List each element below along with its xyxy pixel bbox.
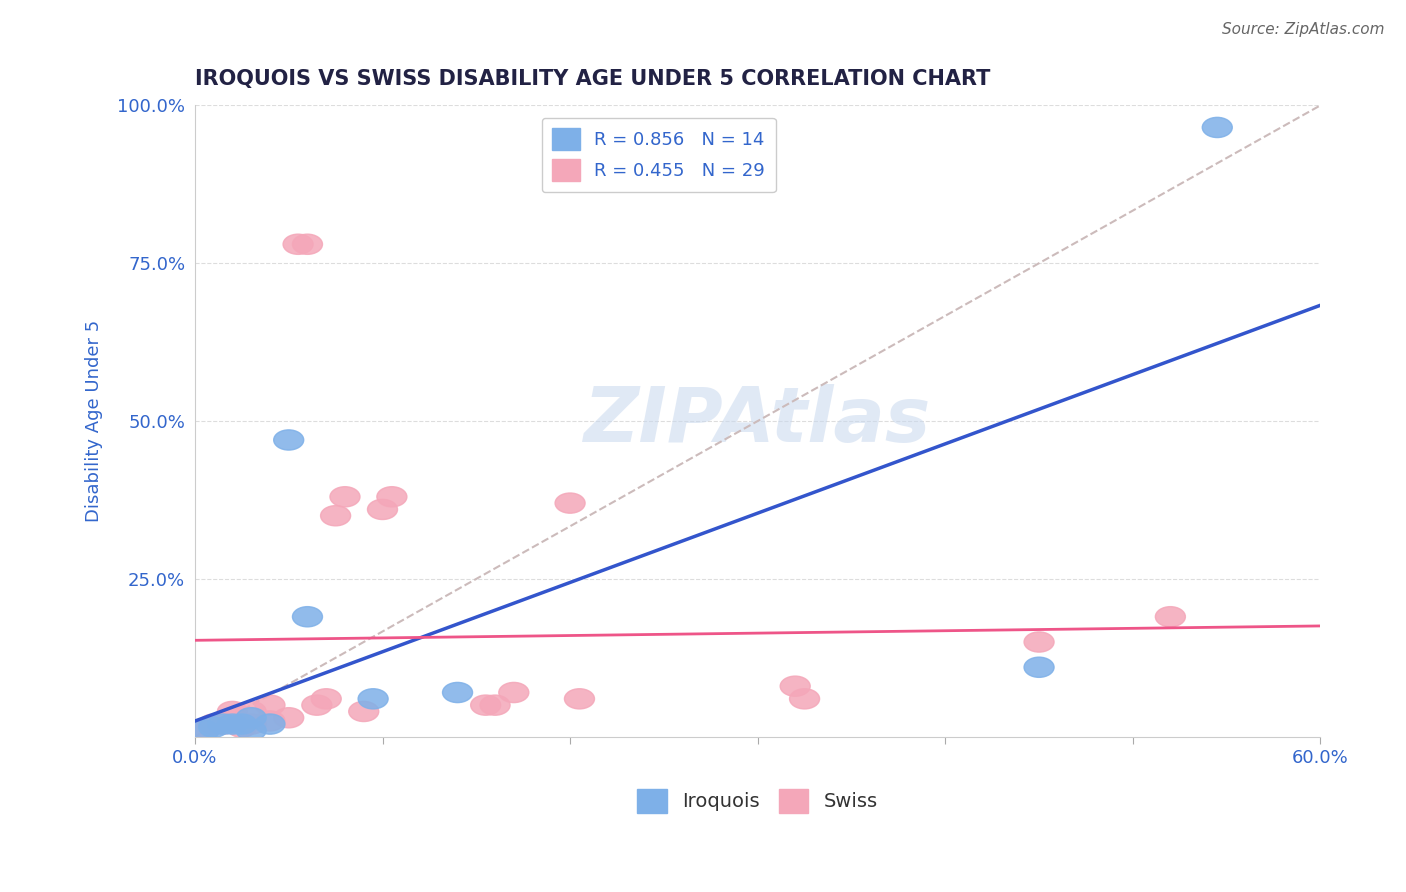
Ellipse shape bbox=[349, 701, 378, 722]
Ellipse shape bbox=[555, 493, 585, 513]
Ellipse shape bbox=[1024, 632, 1054, 652]
Ellipse shape bbox=[1156, 607, 1185, 627]
Ellipse shape bbox=[226, 714, 257, 734]
Ellipse shape bbox=[780, 676, 810, 697]
Ellipse shape bbox=[367, 500, 398, 519]
Ellipse shape bbox=[790, 689, 820, 709]
Ellipse shape bbox=[377, 487, 406, 507]
Ellipse shape bbox=[190, 720, 219, 740]
Ellipse shape bbox=[479, 695, 510, 715]
Ellipse shape bbox=[254, 711, 285, 731]
Ellipse shape bbox=[254, 695, 285, 715]
Ellipse shape bbox=[499, 682, 529, 703]
Ellipse shape bbox=[292, 607, 322, 627]
Ellipse shape bbox=[292, 234, 322, 254]
Ellipse shape bbox=[564, 689, 595, 709]
Ellipse shape bbox=[311, 689, 342, 709]
Ellipse shape bbox=[302, 695, 332, 715]
Ellipse shape bbox=[236, 714, 266, 734]
Ellipse shape bbox=[236, 707, 266, 728]
Ellipse shape bbox=[321, 506, 350, 525]
Ellipse shape bbox=[443, 682, 472, 703]
Ellipse shape bbox=[330, 487, 360, 507]
Ellipse shape bbox=[274, 707, 304, 728]
Ellipse shape bbox=[236, 720, 266, 740]
Ellipse shape bbox=[274, 430, 304, 450]
Ellipse shape bbox=[218, 707, 247, 728]
Ellipse shape bbox=[218, 714, 247, 734]
Ellipse shape bbox=[218, 701, 247, 722]
Ellipse shape bbox=[226, 717, 257, 738]
Y-axis label: Disability Age Under 5: Disability Age Under 5 bbox=[86, 320, 103, 522]
Ellipse shape bbox=[1024, 657, 1054, 677]
Text: IROQUOIS VS SWISS DISABILITY AGE UNDER 5 CORRELATION CHART: IROQUOIS VS SWISS DISABILITY AGE UNDER 5… bbox=[195, 69, 990, 88]
Text: Source: ZipAtlas.com: Source: ZipAtlas.com bbox=[1222, 22, 1385, 37]
Ellipse shape bbox=[1202, 118, 1232, 137]
Ellipse shape bbox=[236, 701, 266, 722]
Ellipse shape bbox=[283, 234, 314, 254]
Ellipse shape bbox=[208, 714, 238, 734]
Ellipse shape bbox=[471, 695, 501, 715]
Ellipse shape bbox=[198, 714, 229, 734]
Ellipse shape bbox=[208, 714, 238, 734]
Ellipse shape bbox=[359, 689, 388, 709]
Ellipse shape bbox=[190, 720, 219, 740]
Ellipse shape bbox=[254, 714, 285, 734]
Ellipse shape bbox=[198, 717, 229, 738]
Text: ZIPAtlas: ZIPAtlas bbox=[583, 384, 931, 458]
Legend: Iroquois, Swiss: Iroquois, Swiss bbox=[630, 781, 886, 821]
